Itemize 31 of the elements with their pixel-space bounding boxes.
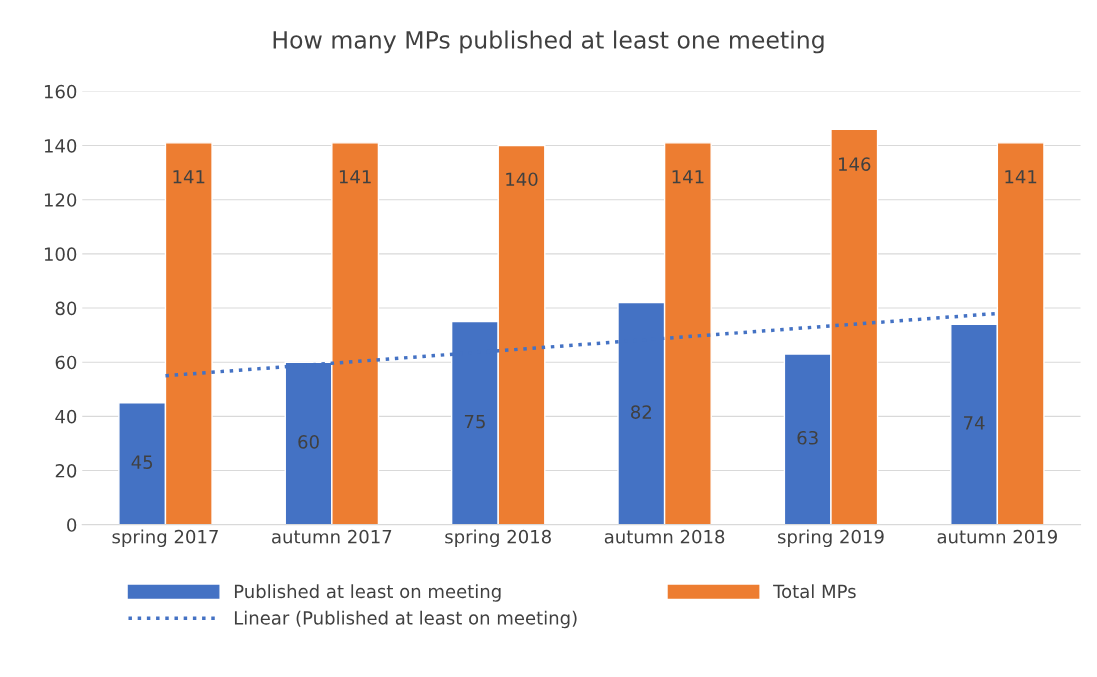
data-label: 141 — [1005, 170, 1037, 184]
x-tick-label: spring 2018 — [445, 529, 551, 548]
data-label: 63 — [797, 430, 818, 445]
y-tick-label: 80 — [55, 301, 77, 316]
x-tick-label: autumn 2019 — [937, 529, 1057, 544]
legend-label: Total MPs — [773, 584, 856, 599]
y-tick-label: 160 — [44, 84, 77, 99]
data-label: 74 — [964, 416, 985, 430]
x-tick-label: autumn 2018 — [604, 529, 725, 544]
data-label: 141 — [173, 170, 205, 184]
y-tick-label: 40 — [55, 409, 77, 424]
legend-label: Published at least on meeting — [234, 584, 501, 602]
data-label: 146 — [839, 157, 871, 171]
x-tick-label: spring 2019 — [778, 529, 884, 548]
data-label: 60 — [298, 435, 319, 449]
data-label: 45 — [131, 455, 153, 469]
x-tick-label: autumn 2017 — [272, 529, 392, 544]
y-tick-label: 20 — [55, 463, 77, 478]
data-label: 82 — [631, 405, 651, 419]
chart-title: How many MPs published at least one meeting — [273, 30, 824, 54]
legend-label: Linear (Published at least on meeting) — [234, 610, 577, 629]
data-label: 141 — [339, 170, 371, 184]
data-label: 75 — [464, 414, 485, 429]
y-tick-label: 0 — [67, 518, 77, 532]
y-tick-label: 120 — [44, 193, 77, 207]
y-tick-label: 60 — [55, 355, 77, 370]
data-label: 140 — [506, 172, 538, 187]
y-tick-label: 140 — [44, 139, 77, 153]
data-label: 141 — [672, 170, 704, 184]
x-tick-label: spring 2017 — [112, 529, 218, 548]
y-tick-label: 100 — [44, 247, 77, 261]
